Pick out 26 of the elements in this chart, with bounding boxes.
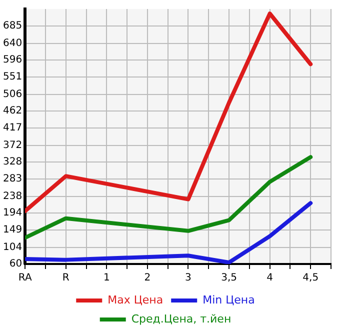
- y-tick-label: 238: [2, 190, 22, 202]
- legend-label: Сред.Цена, т.йен: [131, 312, 232, 326]
- x-tick-label: 3,5: [221, 272, 237, 284]
- x-tick-label: 4,5: [302, 272, 319, 284]
- y-tick-label: 462: [2, 106, 22, 117]
- y-tick-label: 194: [2, 208, 22, 219]
- y-tick-label: 328: [2, 156, 22, 168]
- y-tick-label: 640: [2, 38, 22, 49]
- legend-label: Max Цена: [108, 293, 164, 306]
- x-tick-label: R: [62, 272, 70, 284]
- x-tick-label: 1: [103, 272, 110, 284]
- y-tick-label: 506: [2, 88, 22, 100]
- y-tick-label: 60: [9, 258, 22, 270]
- x-tick-label: RA: [18, 272, 32, 284]
- y-tick-label: 283: [2, 174, 22, 185]
- x-tick-label: 3: [185, 272, 192, 284]
- x-tick-label: 2: [144, 272, 151, 284]
- y-tick-label: 104: [2, 242, 22, 253]
- y-tick-label: 551: [2, 72, 22, 83]
- x-tick-label: 4: [266, 272, 274, 284]
- y-tick-label: 596: [2, 54, 22, 66]
- y-tick-label: 685: [2, 20, 22, 32]
- y-tick-label: 372: [2, 140, 22, 151]
- y-tick-label: 149: [2, 224, 22, 236]
- legend-label: Min Цена: [202, 293, 255, 306]
- y-tick-label: 417: [2, 122, 22, 134]
